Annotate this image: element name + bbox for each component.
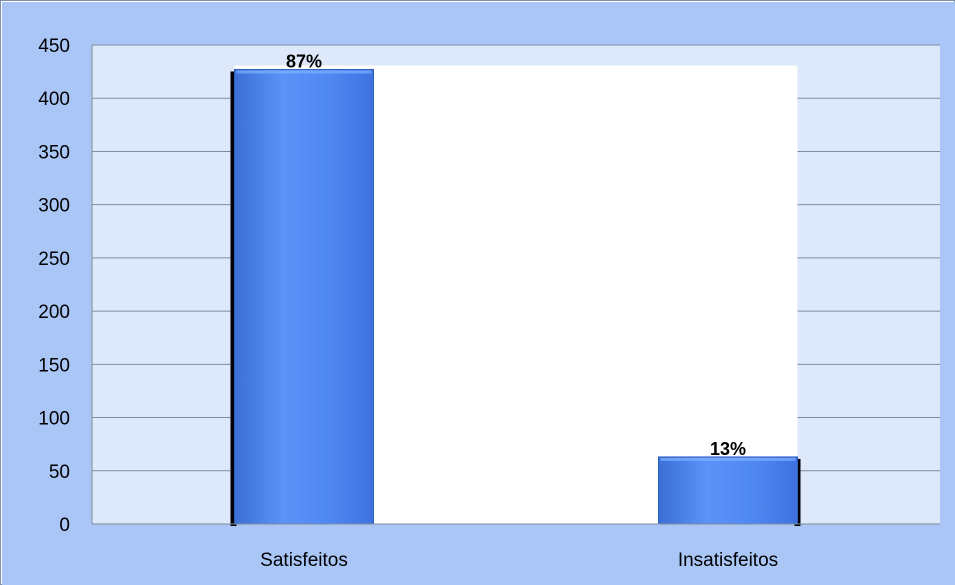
y-tick-label: 450 — [38, 36, 70, 57]
bar — [234, 68, 374, 525]
bar-satisfeitos: 87% — [230, 51, 374, 526]
y-tick-label: 300 — [38, 196, 70, 217]
bar-top-bevel — [660, 457, 796, 461]
bars: 87% 13% — [92, 51, 940, 526]
x-axis: Satisfeitos Insatisfeitos — [260, 550, 778, 571]
y-tick-label: 0 — [59, 515, 70, 536]
y-tick-label: 100 — [38, 409, 70, 430]
x-tick-label: Satisfeitos — [260, 550, 348, 571]
y-tick-label: 400 — [38, 89, 70, 110]
data-label: 13% — [710, 439, 746, 459]
bar-top-bevel — [236, 70, 372, 74]
y-tick-label: 350 — [38, 142, 70, 163]
bar-shadow — [230, 71, 237, 526]
y-tick-label: 250 — [38, 249, 70, 270]
y-tick-label: 200 — [38, 302, 70, 323]
y-tick-label: 50 — [49, 462, 70, 483]
x-tick-label: Insatisfeitos — [678, 550, 778, 571]
y-tick-label: 150 — [38, 355, 70, 376]
data-label: 87% — [286, 51, 322, 71]
bar — [658, 456, 798, 525]
bar-insatisfeitos: 13% — [658, 439, 801, 526]
y-axis: 0 50 100 150 200 250 300 350 400 450 — [38, 36, 70, 536]
